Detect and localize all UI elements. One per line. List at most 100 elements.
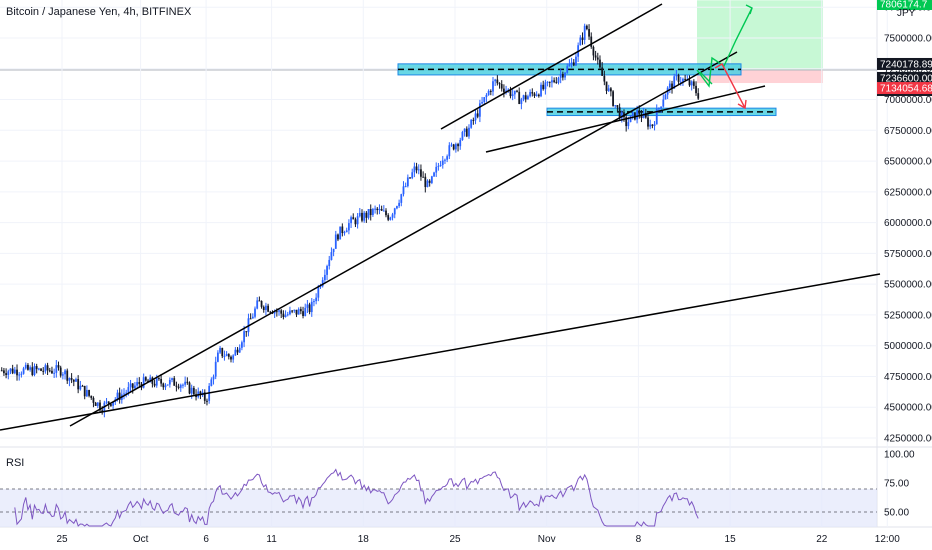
candle-body [647, 117, 649, 127]
candle-body [376, 208, 379, 211]
candle-body [398, 202, 401, 207]
candle-body [190, 387, 193, 394]
candle-body [367, 209, 370, 218]
candle-body [568, 64, 571, 67]
price-tick-label: 6250000.00 [884, 187, 932, 198]
rsi-pane: 100.00 75.00 50.00 [0, 450, 915, 527]
candle-body [675, 75, 678, 77]
candle-body [677, 75, 680, 82]
trendlines[interactable] [0, 3, 881, 431]
candle-body [452, 144, 455, 150]
candle-body [463, 128, 466, 133]
candle-body [138, 382, 141, 385]
candle-body [697, 93, 700, 99]
candle-body [382, 210, 385, 212]
price-tick-label: 7500000.00 [884, 34, 932, 45]
candle-body [389, 217, 392, 220]
candle-body [299, 309, 302, 312]
candle-body [503, 88, 505, 93]
candle-body [302, 311, 304, 316]
candle-body [372, 209, 374, 216]
time-tick-label: 15 [725, 534, 737, 545]
candle-body [428, 180, 431, 183]
candle-body [653, 124, 656, 126]
price-tick-label: 4750000.00 [884, 372, 932, 383]
candle-body [522, 95, 525, 100]
candle-body [553, 80, 556, 82]
candle-body [435, 166, 438, 173]
candle-body [269, 311, 272, 313]
time-tick-label: 25 [449, 534, 461, 545]
candle-body [168, 379, 171, 385]
candle-body [640, 114, 643, 118]
candle-body [605, 81, 608, 91]
candle-body [627, 122, 630, 127]
candle-body [53, 372, 56, 374]
candle-body [579, 37, 582, 46]
candle-body [254, 308, 256, 317]
time-tick-label: 22 [816, 534, 828, 545]
candle-body [599, 59, 601, 68]
candle-body [110, 404, 112, 406]
candle-body [3, 370, 5, 374]
candle-body [476, 113, 479, 117]
candle-body [415, 166, 418, 171]
candle-body [72, 379, 75, 382]
candle-body [33, 366, 36, 375]
currency-label[interactable]: JPY [897, 8, 916, 19]
candle-body [265, 305, 267, 310]
candle-body [223, 356, 226, 358]
candle-body [46, 365, 49, 371]
candle-body [123, 393, 125, 395]
candle-body [420, 169, 422, 177]
candle-body [345, 230, 348, 233]
candle-body [695, 85, 697, 94]
candle-body [546, 81, 549, 83]
candle-body [284, 315, 287, 318]
candle-body [175, 385, 178, 387]
candle-body [690, 81, 693, 86]
rsi-band [0, 489, 877, 527]
candle-body [186, 381, 189, 383]
candle-body [129, 383, 132, 388]
candle-body [295, 309, 298, 315]
candle-body [243, 331, 245, 343]
candle-body [323, 274, 326, 281]
candle-body [529, 92, 532, 97]
candle-body [221, 347, 224, 357]
candle-body [542, 84, 545, 90]
time-axis[interactable]: 25 Oct 6 11 18 25 Nov 8 15 22 12:00 [56, 534, 900, 545]
time-tick-label: Nov [538, 534, 556, 545]
candle-body [468, 127, 470, 137]
upper-price-badge: 7240178.89 [880, 59, 932, 70]
candle-body [494, 79, 497, 82]
candle-body [668, 83, 671, 88]
candle-body [422, 176, 425, 178]
candle-body [585, 25, 588, 30]
candle-body [90, 395, 93, 398]
candle-body [326, 266, 328, 275]
rsi-label: RSI [6, 457, 25, 469]
candle-body [192, 387, 195, 395]
candle-body [131, 383, 134, 389]
candle-body [57, 365, 60, 368]
candle-body [245, 331, 248, 333]
candle-body [75, 379, 77, 382]
target-price-badge: 7806174.7 [880, 0, 928, 11]
candle-body [457, 144, 459, 147]
candle-body [35, 366, 38, 370]
projection-arrows[interactable] [696, 4, 753, 110]
candle-body [411, 172, 414, 179]
candle-body [83, 385, 86, 397]
candle-body [144, 377, 147, 381]
price-tick-label: 5000000.00 [884, 341, 932, 352]
upper-price-badge-bg [877, 57, 932, 70]
candle-body [125, 392, 128, 394]
candle-body [142, 377, 145, 388]
candle-body [671, 83, 673, 89]
candle-body [518, 91, 521, 104]
price-tick-label: 4500000.00 [884, 403, 932, 414]
candle-body [561, 73, 564, 78]
candle-body [581, 37, 584, 40]
